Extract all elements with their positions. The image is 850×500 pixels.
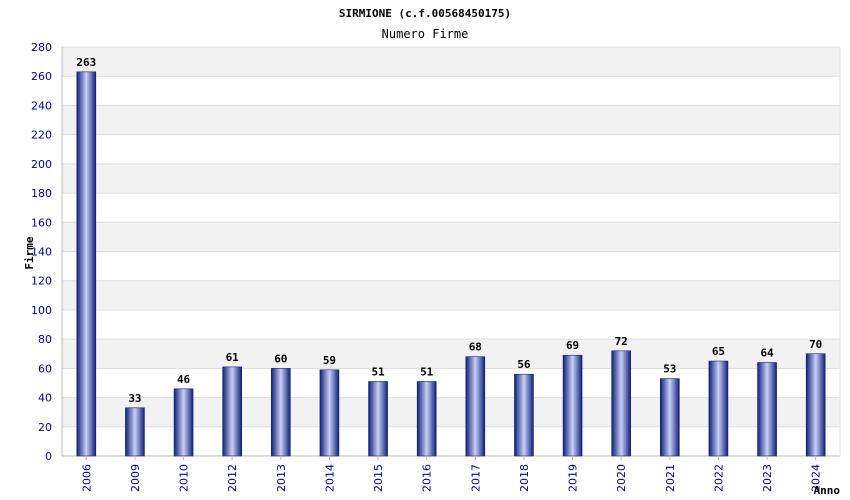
y-tick-label: 140 (31, 246, 52, 259)
x-tick-label: 2016 (421, 464, 434, 492)
x-tick-label: 2017 (469, 464, 482, 492)
y-axis-ticks: 0 20 40 60 80 100 120 140 160 180 200 220 240 260 280 (31, 41, 52, 463)
x-tick-label: 2012 (226, 464, 239, 492)
data-label: 53 (663, 363, 676, 376)
data-label: 64 (760, 347, 774, 360)
x-tick-label: 2014 (323, 464, 336, 492)
x-tick-label: 2019 (567, 464, 580, 492)
y-tick-label: 20 (38, 421, 52, 434)
x-tick-label: 2024 (810, 464, 823, 492)
bar (271, 368, 291, 457)
bar (660, 378, 680, 457)
grid-band (62, 222, 840, 252)
x-tick-label: 2021 (664, 464, 677, 492)
bar (319, 369, 340, 457)
bar (222, 366, 242, 457)
bar (368, 381, 388, 457)
x-tick-label: 2009 (129, 464, 142, 492)
y-tick-label: 40 (38, 392, 52, 405)
x-tick-label: 2013 (275, 464, 288, 492)
x-tick-label: 2006 (80, 464, 93, 492)
chart-subtitle: Numero Firme (382, 27, 469, 41)
data-label: 263 (76, 56, 96, 69)
grid-band (62, 105, 840, 135)
x-axis-label: Anno (814, 484, 841, 497)
bar (757, 362, 777, 457)
grid-bands (62, 47, 840, 427)
x-tick-label: 2010 (178, 464, 191, 492)
data-label: 33 (128, 392, 141, 405)
y-tick-label: 220 (31, 129, 52, 142)
data-label: 46 (177, 373, 191, 386)
data-label: 70 (809, 338, 822, 351)
x-tick-label: 2020 (615, 464, 628, 492)
y-tick-label: 80 (38, 333, 52, 346)
bar (125, 407, 145, 457)
y-tick-label: 240 (31, 99, 52, 112)
y-tick-label: 60 (38, 362, 52, 375)
bar (173, 388, 194, 457)
y-tick-label: 0 (45, 450, 52, 463)
y-tick-label: 160 (31, 216, 52, 229)
data-label: 56 (517, 358, 531, 371)
grid-band (62, 163, 840, 194)
bar (514, 373, 534, 457)
bar (805, 353, 826, 457)
data-label: 51 (371, 366, 385, 379)
bar (708, 360, 729, 457)
grid-band (62, 47, 840, 77)
y-tick-label: 100 (31, 304, 52, 317)
bar (465, 356, 486, 457)
x-axis-ticks: 2006 2009 2010 2012 2013 2014 2015 2016 2017 2018… (80, 456, 823, 492)
y-tick-label: 260 (31, 70, 52, 83)
bar (416, 381, 437, 457)
x-tick-label: 2022 (712, 464, 725, 492)
bar (76, 71, 97, 457)
y-tick-label: 120 (31, 275, 52, 288)
data-label: 61 (226, 351, 240, 364)
data-label: 60 (274, 352, 287, 365)
y-tick-label: 180 (31, 187, 52, 200)
y-tick-label: 200 (31, 158, 52, 171)
x-tick-label: 2015 (372, 464, 385, 492)
data-label: 51 (420, 366, 434, 379)
x-tick-label: 2023 (761, 464, 774, 492)
data-label: 72 (615, 335, 628, 348)
data-label: 65 (712, 345, 725, 358)
bar (611, 350, 631, 457)
data-labels: 263 33 46 61 60 59 51 51 68 56 69 72 53 65 64 70 (76, 56, 822, 405)
bar (562, 354, 583, 457)
data-label: 59 (323, 354, 336, 367)
bars (76, 71, 826, 457)
y-tick-label: 280 (31, 41, 52, 54)
chart-title: SIRMIONE (c.f.00568450175) (339, 7, 511, 20)
x-tick-label: 2018 (518, 464, 531, 492)
grid-band (62, 280, 840, 310)
data-label: 69 (566, 339, 579, 352)
data-label: 68 (469, 341, 482, 354)
y-axis-label: Firme (23, 236, 36, 269)
